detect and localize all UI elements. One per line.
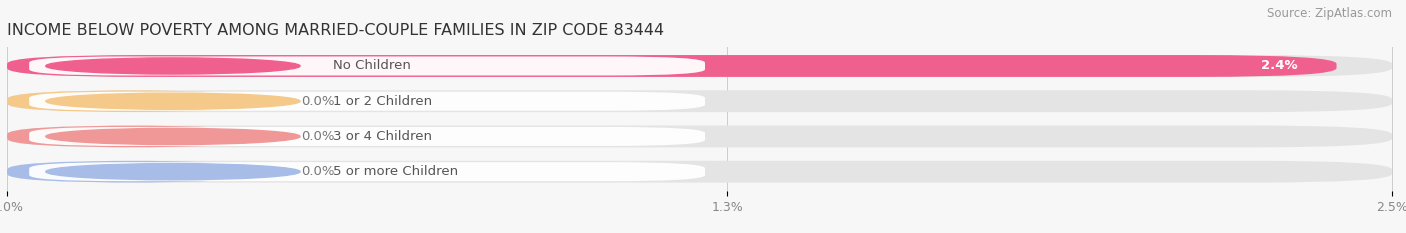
Circle shape: [46, 58, 299, 74]
Text: 1 or 2 Children: 1 or 2 Children: [333, 95, 433, 108]
Text: 5 or more Children: 5 or more Children: [333, 165, 458, 178]
Text: 2.4%: 2.4%: [1261, 59, 1298, 72]
FancyBboxPatch shape: [7, 55, 1392, 77]
Text: 3 or 4 Children: 3 or 4 Children: [333, 130, 432, 143]
FancyBboxPatch shape: [7, 55, 1337, 77]
FancyBboxPatch shape: [30, 56, 704, 75]
Circle shape: [46, 164, 299, 180]
Text: INCOME BELOW POVERTY AMONG MARRIED-COUPLE FAMILIES IN ZIP CODE 83444: INCOME BELOW POVERTY AMONG MARRIED-COUPL…: [7, 24, 664, 38]
Text: No Children: No Children: [333, 59, 411, 72]
FancyBboxPatch shape: [7, 126, 1392, 147]
FancyBboxPatch shape: [30, 127, 704, 146]
FancyBboxPatch shape: [30, 162, 704, 181]
FancyBboxPatch shape: [7, 90, 1392, 112]
FancyBboxPatch shape: [7, 90, 256, 112]
Text: 0.0%: 0.0%: [301, 130, 335, 143]
Circle shape: [46, 93, 299, 109]
Text: 0.0%: 0.0%: [301, 165, 335, 178]
Text: 0.0%: 0.0%: [301, 95, 335, 108]
FancyBboxPatch shape: [30, 92, 704, 111]
Circle shape: [46, 128, 299, 144]
FancyBboxPatch shape: [7, 161, 256, 183]
Text: Source: ZipAtlas.com: Source: ZipAtlas.com: [1267, 7, 1392, 20]
FancyBboxPatch shape: [7, 161, 1392, 183]
FancyBboxPatch shape: [7, 126, 256, 147]
